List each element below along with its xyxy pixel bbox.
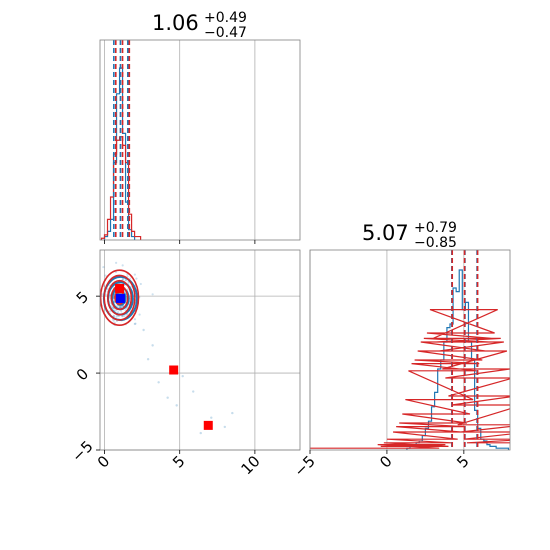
- scatter-cloud-point-98: [138, 313, 141, 316]
- scatter-cloud-point-222: [119, 305, 122, 309]
- scatter-point-9: [166, 396, 169, 399]
- scatter-cloud-point-40: [116, 304, 119, 308]
- scatter-cloud-point-6: [118, 306, 121, 309]
- scatter-cloud-point-19: [114, 309, 117, 312]
- contour-red-2: [107, 279, 133, 316]
- scatter-cloud-point-14: [117, 310, 120, 314]
- histogram-param-1: [99, 39, 301, 244]
- marker-red-2: [203, 420, 213, 430]
- hist2-series-red: [310, 309, 510, 449]
- title-param-1-minus: −0.47: [204, 25, 247, 41]
- scatter-point-3: [199, 431, 202, 435]
- scatter-cloud-point-52: [124, 279, 127, 282]
- scatter-xtick-label-1: 5: [169, 452, 188, 471]
- histogram-param-1-frame: [99, 39, 301, 241]
- scatter-cloud-point-55: [112, 314, 115, 317]
- scatter-cloud-point-118: [121, 278, 124, 281]
- scatter-ytick-label-1: 0: [73, 365, 92, 384]
- scatter-cloud-point-62: [115, 261, 118, 264]
- scatter-cloud-point-215: [104, 274, 107, 277]
- contour-red-3: [103, 274, 136, 321]
- scatter-cloud-point-236: [123, 314, 126, 318]
- hist1-series-blue: [103, 67, 136, 240]
- scatter-cloud-point-180: [111, 306, 115, 309]
- scatter-cloud-point-75: [118, 305, 121, 309]
- scatter-cloud-point-106: [135, 277, 138, 280]
- scatter-cloud-point-205: [120, 305, 123, 309]
- scatter-cloud-point-65: [120, 306, 123, 309]
- title-param-2: 5.07 +0.79 −0.85: [362, 220, 457, 251]
- scatter-cloud-point-109: [119, 306, 122, 309]
- scatter-cloud-point-219: [134, 322, 137, 325]
- scatter-point-2: [181, 374, 184, 378]
- title-param-1-median: 1.06: [152, 11, 199, 35]
- hist2-tick-label-2: 5: [453, 452, 472, 471]
- scatter-point-1: [175, 404, 178, 407]
- scatter-cloud-point-53: [133, 273, 136, 276]
- scatter-cloud-point-104: [126, 275, 129, 278]
- scatter-point-11: [223, 425, 227, 429]
- scatter-param-1-vs-2: 0 5 10−505: [68, 249, 301, 478]
- scatter-cloud-point-197: [115, 315, 118, 318]
- scatter-cloud-point-138: [112, 315, 116, 318]
- scatter-cloud-point-166: [110, 305, 113, 308]
- scatter-frame: [99, 249, 301, 451]
- marker-red-1: [169, 365, 179, 375]
- scatter-cloud-point-172: [106, 287, 109, 291]
- scatter-cloud-point-29: [102, 265, 105, 269]
- scatter-point-8: [210, 416, 213, 419]
- title-param-2-median: 5.07: [362, 221, 409, 245]
- scatter-cloud-point-231: [112, 319, 115, 322]
- scatter-cloud-point-120: [121, 315, 124, 318]
- title-param-2-plus: +0.79: [414, 220, 457, 236]
- scatter-point-5: [142, 328, 145, 332]
- scatter-cloud-point-147: [120, 309, 123, 313]
- scatter-cloud-point-213: [97, 335, 99, 337]
- scatter-xtick-label-2: 10: [237, 452, 263, 478]
- scatter-cloud-point-0: [151, 293, 154, 296]
- marker-red-0: [115, 283, 125, 293]
- title-param-1-plus: +0.49: [204, 10, 247, 26]
- scatter-cloud-point-176: [133, 322, 136, 326]
- scatter-point-6: [157, 381, 160, 384]
- title-param-2-minus: −0.85: [414, 235, 457, 251]
- scatter-xtick-label-0: 0: [94, 452, 113, 471]
- marker-blue: [115, 293, 125, 303]
- contour-red-4: [100, 269, 140, 326]
- histogram-param-2-frame: [309, 249, 511, 451]
- scatter-point-4: [231, 411, 234, 415]
- scatter-ytick-label-0: −5: [68, 437, 96, 465]
- histogram-param-2: −5 0 5: [290, 249, 511, 480]
- scatter-point-7: [192, 390, 195, 393]
- title-param-1: 1.06 +0.49 −0.47: [152, 10, 247, 41]
- scatter-cloud-point-159: [121, 278, 124, 281]
- scatter-cloud-point-220: [121, 264, 124, 267]
- scatter-point-10: [146, 358, 150, 361]
- scatter-cloud-point-204: [133, 318, 137, 321]
- scatter-point-0: [151, 344, 154, 347]
- scatter-ytick-label-2: 5: [73, 288, 92, 307]
- hist2-tick-label-1: 0: [376, 452, 395, 471]
- hist1-series-red: [100, 136, 142, 240]
- scatter-cloud-point-79: [139, 282, 142, 286]
- hist2-tick-label-0: −5: [290, 452, 318, 480]
